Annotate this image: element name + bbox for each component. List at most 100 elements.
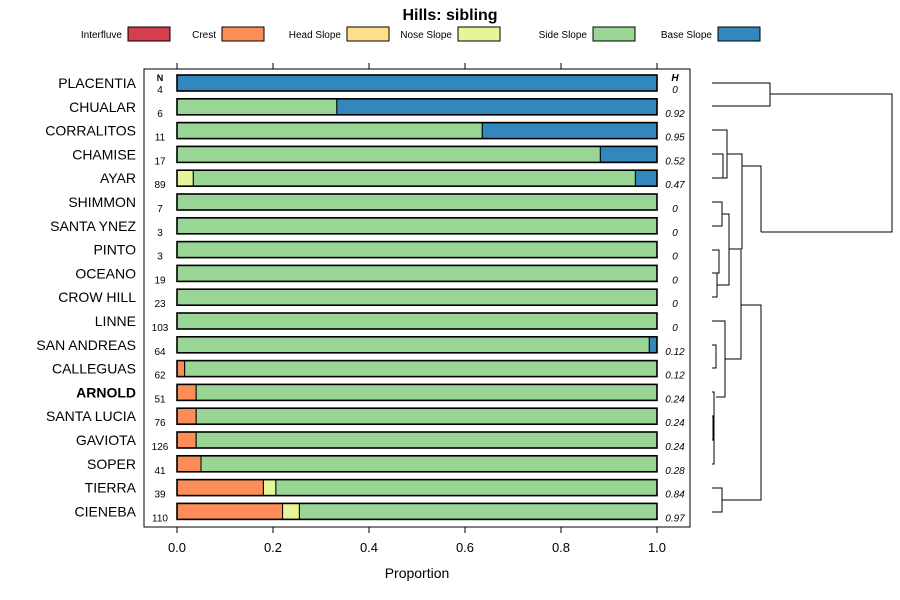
n-value: 7	[157, 204, 163, 215]
h-value: 0	[672, 204, 678, 215]
h-value: 0	[672, 275, 678, 286]
n-value: 41	[154, 466, 166, 477]
dendrogram-branch	[712, 129, 728, 179]
bar-segment-base-slope	[176, 74, 658, 92]
h-value: 0	[672, 252, 678, 263]
bar-outline	[176, 407, 658, 426]
bar-segment-side-slope	[176, 312, 658, 330]
bar-outline	[176, 454, 658, 473]
h-value: 0.97	[665, 513, 685, 524]
category-label: CALLEGUAS	[52, 361, 136, 377]
bar-segment-side-slope	[176, 98, 338, 116]
bar-outline	[176, 145, 658, 164]
category-label: CHUALAR	[69, 99, 136, 115]
bar-segment-crest	[176, 455, 202, 473]
bar-segment-base-slope	[648, 336, 658, 354]
bar-outline	[176, 264, 658, 283]
legend-label-interfluve: Interfluve	[81, 30, 123, 41]
category-label: OCEANO	[75, 265, 136, 281]
h-value: 0	[672, 85, 678, 96]
bar-segment-side-slope	[176, 336, 650, 354]
bar-outline	[176, 335, 658, 354]
dendrogram-branch	[712, 273, 718, 298]
bar-segment-crest	[176, 407, 197, 425]
bar-segment-crest	[176, 431, 197, 449]
legend-swatch-crest	[221, 26, 265, 42]
n-value: 3	[157, 228, 163, 239]
n-value: 11	[155, 133, 166, 144]
h-value: 0.52	[665, 156, 685, 167]
x-axis-label: Proportion	[385, 565, 450, 581]
category-label: CHAMISE	[72, 146, 136, 162]
row-santa-ynez: SANTA YNEZ 3 0	[50, 217, 678, 239]
bar-segment-side-slope	[298, 502, 658, 520]
bar-segment-crest	[176, 383, 197, 401]
h-value: 0.12	[665, 347, 685, 358]
n-value: 62	[154, 371, 166, 382]
bar-segment-side-slope	[184, 360, 658, 378]
row-linne: LINNE 103 0	[95, 312, 678, 334]
row-gaviota: GAVIOTA 126 0.24	[76, 431, 685, 453]
n-value: 23	[154, 299, 166, 310]
category-label: TIERRA	[85, 480, 137, 496]
bar-segment-base-slope	[599, 145, 658, 163]
h-value: 0.28	[665, 466, 685, 477]
h-value: 0.24	[665, 442, 685, 453]
dendrogram-branch	[727, 153, 743, 249]
dendrogram-branch	[712, 320, 726, 398]
dendrogram-branch	[712, 201, 723, 227]
bar-outline	[176, 121, 658, 140]
dendrogram	[712, 82, 893, 513]
row-pinto: PINTO 3 0	[93, 240, 678, 263]
row-san-andreas: SAN ANDREAS 64 0.12	[36, 335, 685, 358]
row-corralitos: CORRALITOS 11 0.95	[45, 121, 685, 144]
bar-outline	[176, 217, 658, 235]
bar-outline	[176, 74, 658, 92]
category-label: PINTO	[93, 242, 136, 258]
x-tick-label: 0.2	[264, 540, 282, 555]
category-label: CORRALITOS	[45, 123, 136, 139]
row-tierra: TIERRA 39 0.84	[85, 478, 685, 501]
bar-segment-base-slope	[634, 169, 658, 187]
dendrogram-branch	[722, 304, 762, 501]
category-label: SHIMMON	[68, 194, 136, 210]
bar-segment-side-slope	[176, 241, 658, 259]
bar-outline	[176, 383, 658, 402]
bar-outline	[176, 359, 658, 378]
h-value: 0.92	[665, 109, 685, 120]
n-value: 39	[154, 490, 166, 501]
h-value: 0.95	[665, 133, 685, 144]
x-tick-label: 0.8	[552, 540, 570, 555]
row-oceano: OCEANO 19 0	[75, 264, 678, 286]
h-value: 0.84	[665, 490, 685, 501]
x-tick-label: 0.0	[168, 540, 186, 555]
bar-segment-base-slope	[481, 122, 658, 140]
bar-outline	[176, 478, 658, 497]
h-value: 0.24	[665, 394, 685, 405]
legend-label-side-slope: Side Slope	[539, 30, 588, 41]
bar-outline	[176, 98, 658, 116]
bar-segment-base-slope	[336, 98, 658, 116]
x-tick-label: 0.6	[456, 540, 474, 555]
bar-segment-nose-slope	[282, 502, 300, 520]
legend-swatch-nose-slope	[457, 26, 501, 42]
bar-outline	[176, 288, 658, 307]
n-header: N	[157, 73, 164, 83]
h-value: 0	[672, 299, 678, 310]
bar-segment-side-slope	[195, 431, 658, 449]
bar-segment-side-slope	[176, 193, 658, 211]
dendrogram-branch	[712, 415, 714, 441]
row-soper: SOPER 41 0.28	[87, 454, 685, 477]
n-value: 89	[154, 180, 166, 191]
bar-outline	[176, 193, 658, 211]
bar-segment-crest	[176, 479, 264, 497]
dendrogram-branch	[712, 487, 723, 513]
h-header: H	[671, 73, 679, 84]
row-arnold: ARNOLD 51 0.24	[76, 383, 685, 405]
category-label: LINNE	[95, 313, 136, 329]
dendrogram-branch	[712, 344, 717, 369]
row-shimmon: SHIMMON 7 0	[68, 193, 678, 215]
category-label: ARNOLD	[76, 384, 136, 400]
category-label: GAVIOTA	[76, 432, 137, 448]
